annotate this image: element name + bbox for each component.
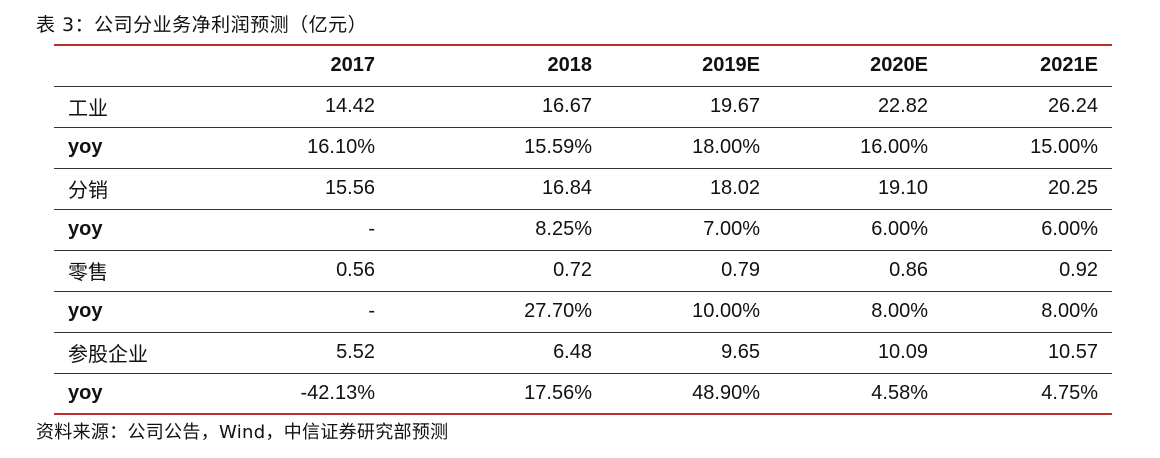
header-cell-2019e: 2019E <box>702 54 760 77</box>
table-cell: 19.67 <box>709 95 760 117</box>
table-row: yoy 16.10% 15.59% 18.00% 16.00% 15.00% <box>54 127 1112 168</box>
net-profit-forecast-table: 2017 2018 2019E 2020E 2021E 工业 14.42 16.67… <box>54 44 1112 415</box>
table-cell: 16.00% <box>860 136 928 158</box>
header-cell-2018: 2018 <box>547 54 593 77</box>
table-caption: 表 3：公司分业务净利润预测（亿元） <box>36 14 368 36</box>
table-row: 工业 14.42 16.67 19.67 22.82 26.24 <box>54 86 1112 127</box>
table-cell: 7.00% <box>703 218 760 240</box>
header-cell-2021e: 2021E <box>1040 54 1098 77</box>
table-row: yoy - 8.25% 7.00% 6.00% 6.00% <box>54 209 1112 250</box>
table-cell: 19.10 <box>877 177 928 199</box>
row-label: yoy <box>68 218 103 240</box>
table-cell: 10.00% <box>692 300 760 322</box>
table-cell: -42.13% <box>300 381 376 404</box>
table-cell: 10.57 <box>1047 341 1098 363</box>
header-cell-2020e: 2020E <box>870 54 928 77</box>
table-cell: 0.56 <box>336 259 375 281</box>
table-cell: 8.00% <box>1041 300 1098 322</box>
table-cell: 0.92 <box>1059 259 1098 281</box>
row-label: 分销 <box>68 180 108 202</box>
table-cell: 15.59% <box>524 136 592 158</box>
table-cell: 16.67 <box>541 95 592 117</box>
table-body: 工业 14.42 16.67 19.67 22.82 26.24 yoy 16.10% 15.5… <box>54 86 1112 414</box>
table-row: 分销 15.56 16.84 18.02 19.10 20.25 <box>54 168 1112 209</box>
table-cell: 5.52 <box>336 341 375 363</box>
table-cell: 6.00% <box>1041 218 1098 240</box>
header-cell-blank <box>54 45 214 86</box>
table-cell: - <box>368 300 375 322</box>
table-header-row: 2017 2018 2019E 2020E 2021E <box>54 45 1112 86</box>
table-cell: 17.56% <box>524 381 592 404</box>
row-label: yoy <box>68 300 103 322</box>
source-note: 资料来源：公司公告，Wind，中信证券研究部预测 <box>36 422 449 443</box>
table-cell: 0.86 <box>889 259 928 281</box>
row-label: 工业 <box>68 98 108 120</box>
row-label: yoy <box>68 381 103 404</box>
table-row: 零售 0.56 0.72 0.79 0.86 0.92 <box>54 250 1112 291</box>
table-cell: 14.42 <box>324 95 375 117</box>
table-cell: 6.48 <box>553 341 592 363</box>
table-cell: 18.00% <box>692 136 760 158</box>
table-cell: 27.70% <box>524 300 592 322</box>
table-cell: - <box>368 218 375 240</box>
table-cell: 4.58% <box>871 381 928 404</box>
table-cell: 48.90% <box>692 381 760 404</box>
table-cell: 16.10% <box>307 136 375 158</box>
table-cell: 15.00% <box>1030 136 1098 158</box>
table-cell: 22.82 <box>877 95 928 117</box>
table-row: yoy -42.13% 17.56% 48.90% 4.58% 4.75% <box>54 373 1112 414</box>
row-label: yoy <box>68 136 103 158</box>
table-row: yoy - 27.70% 10.00% 8.00% 8.00% <box>54 291 1112 332</box>
table-cell: 18.02 <box>709 177 760 199</box>
row-label: 参股企业 <box>68 344 148 366</box>
table-cell: 8.00% <box>871 300 928 322</box>
table-row: 参股企业 5.52 6.48 9.65 10.09 10.57 <box>54 332 1112 373</box>
table-cell: 9.65 <box>721 341 760 363</box>
table-cell: 0.79 <box>721 259 760 281</box>
row-label: 零售 <box>68 262 108 284</box>
table-cell: 16.84 <box>541 177 592 199</box>
table-cell: 6.00% <box>871 218 928 240</box>
table-cell: 26.24 <box>1047 95 1098 117</box>
table-cell: 20.25 <box>1047 177 1098 199</box>
header-cell-2017: 2017 <box>330 54 376 77</box>
table-cell: 8.25% <box>535 218 592 240</box>
table-cell: 0.72 <box>553 259 592 281</box>
table-cell: 15.56 <box>324 177 375 199</box>
table-cell: 4.75% <box>1041 381 1098 404</box>
table-cell: 10.09 <box>877 341 928 363</box>
